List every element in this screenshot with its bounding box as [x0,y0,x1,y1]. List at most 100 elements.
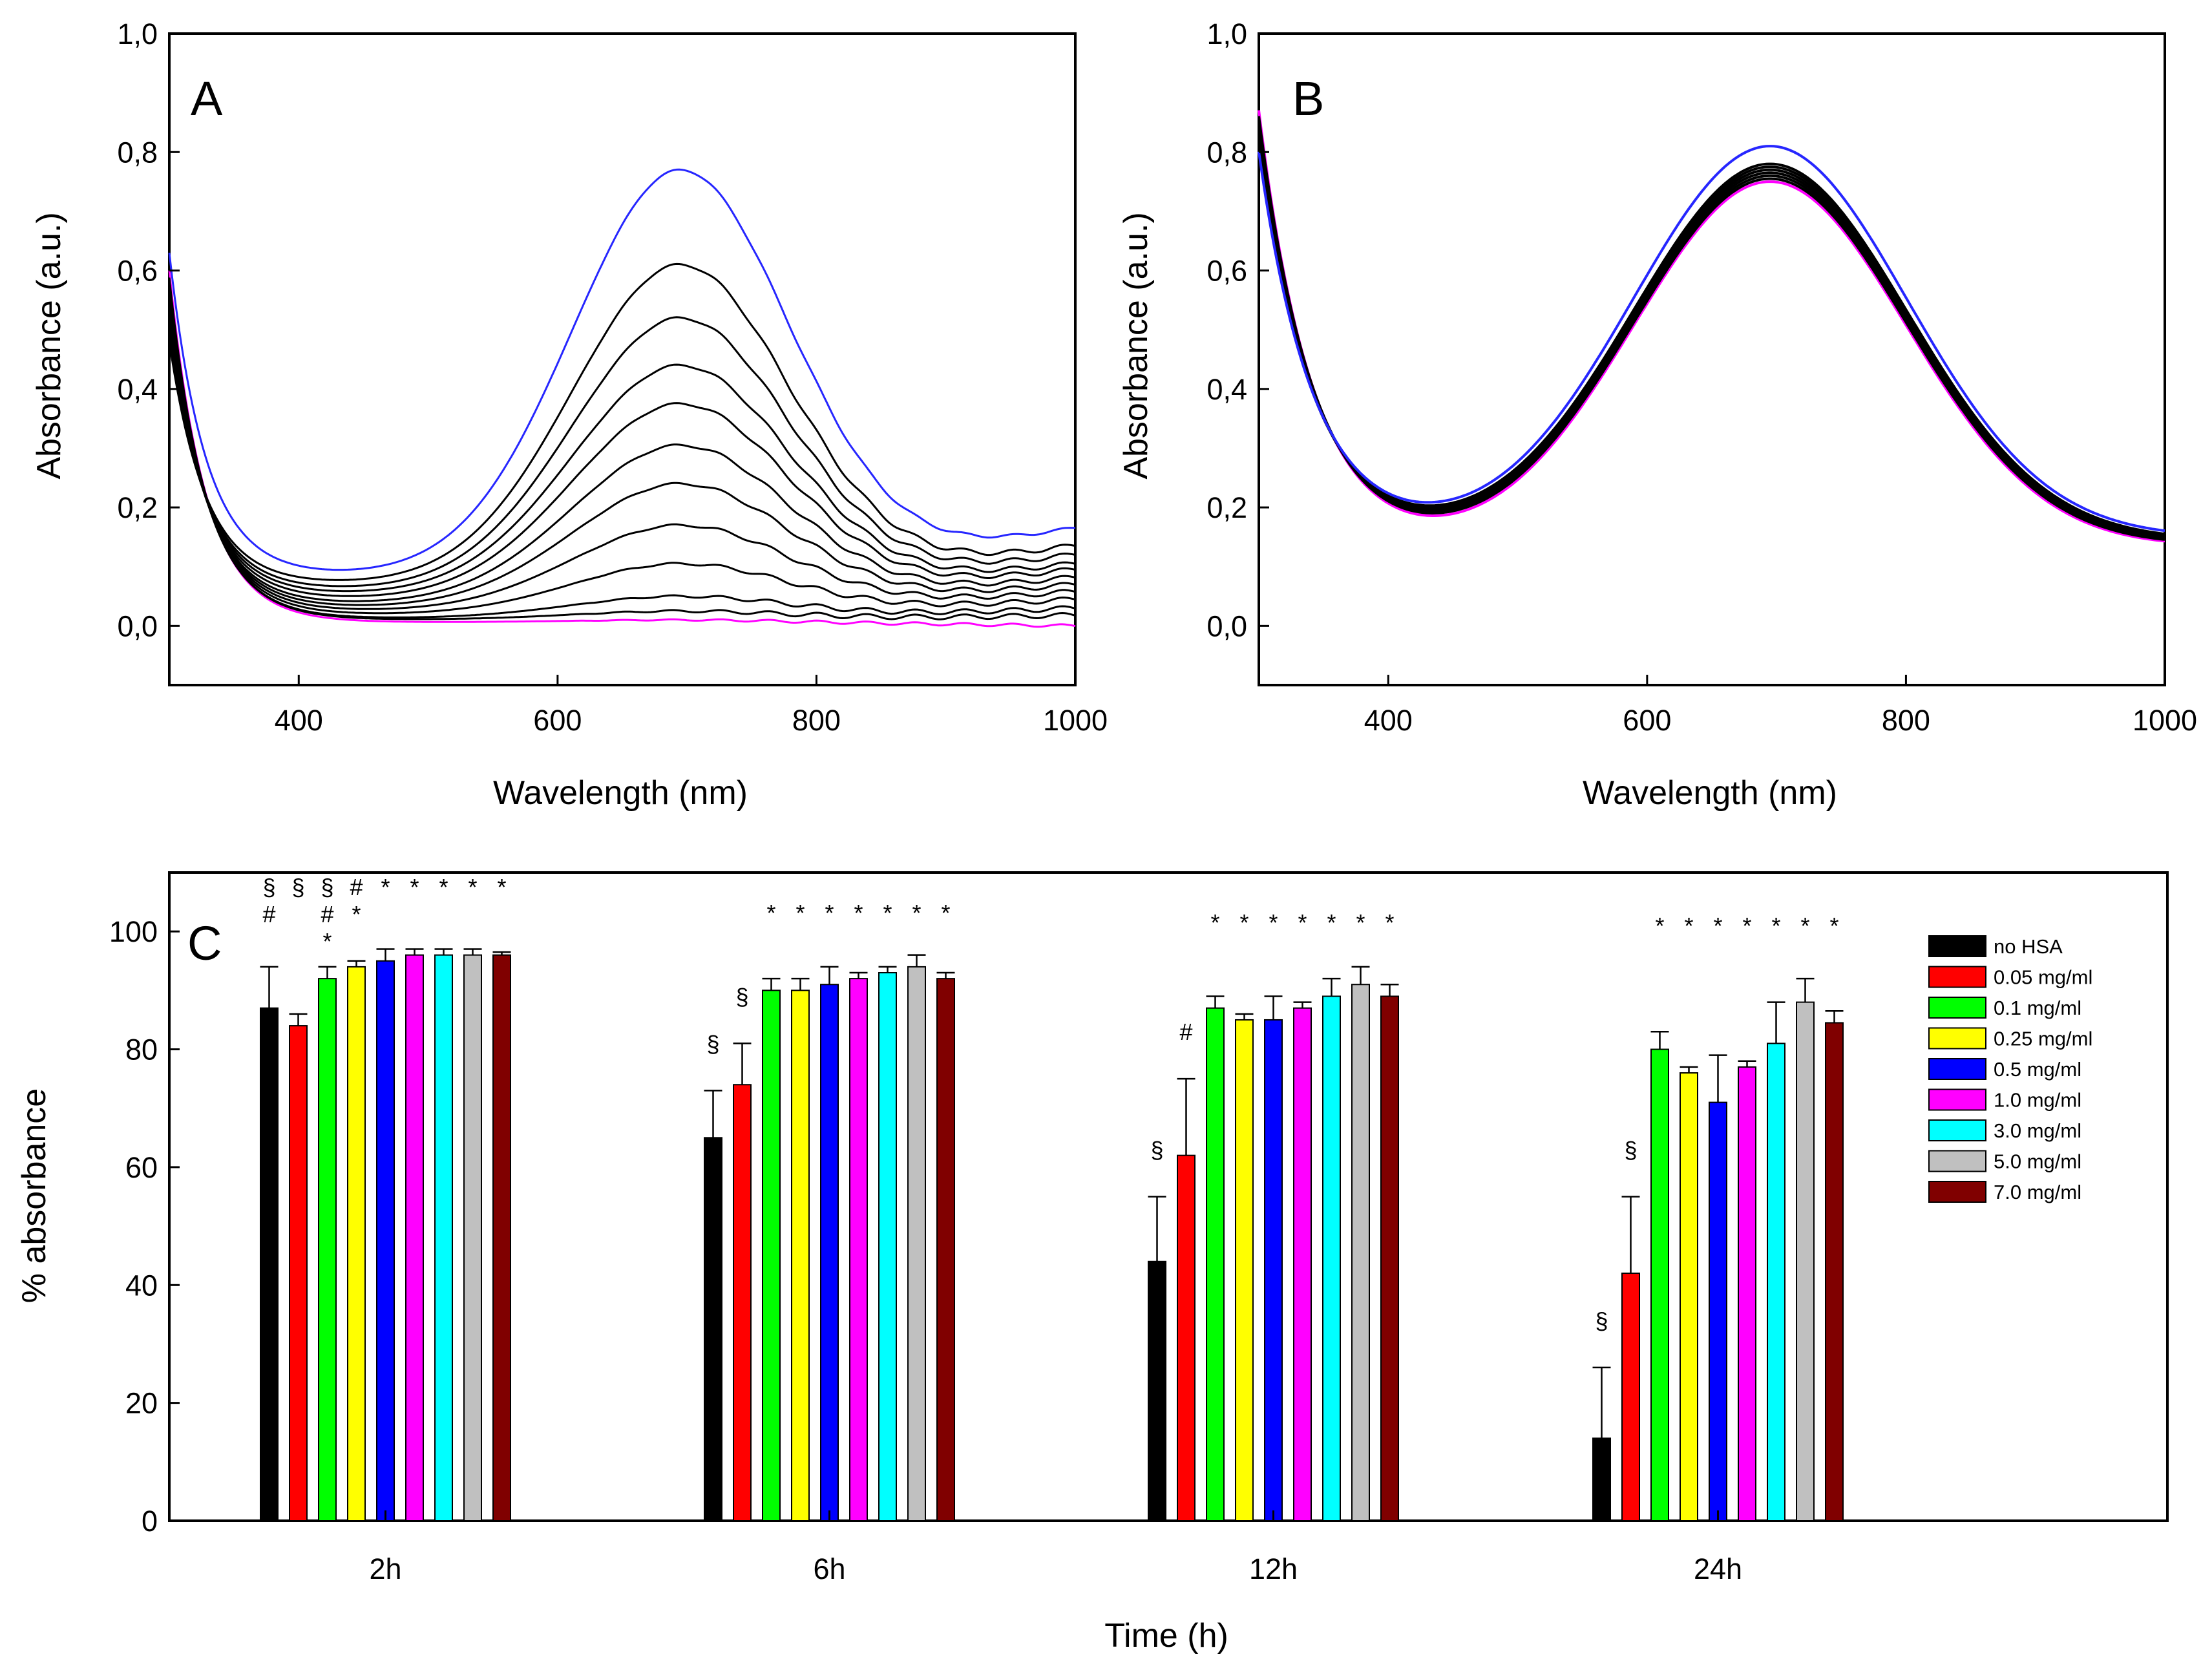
panel-c-y-tick-label: 80 [125,1033,158,1066]
panel-a-y-ticks: 0,0 0,2 0,4 0,6 0,8 1,0 [117,17,180,642]
panel-a-y-tick-label: 0,4 [117,373,158,406]
panel-c-x-tick-label: 12h [1249,1552,1298,1585]
bar-6h-0 [704,1137,722,1522]
significance-marker: § # * [321,874,333,955]
panel-a-curve-t9 [168,284,1076,619]
panel-c-bars: § #§ § # *# ** * * * *§§* * * * * * *§#* * * * * * *§§* * * * * * * [260,874,1844,1522]
bar-12h-2 [1206,1007,1225,1521]
panel-c-x-axis-title: Time (h) [1104,1617,1228,1655]
panel-a-y-tick-label: 1,0 [117,17,158,50]
significance-marker: § [291,874,304,900]
significance-marker: * [795,900,805,926]
panel-a-x-tick-label: 600 [533,704,582,737]
significance-marker: * [1327,909,1336,936]
bar-12h-5 [1293,1007,1312,1521]
significance-marker: * [468,874,477,900]
panel-a-x-tick-label: 400 [275,704,323,737]
bar-12h-3 [1235,1019,1254,1522]
panel-a-curve-t4 [168,320,1076,597]
significance-marker: § [1624,1137,1637,1163]
significance-marker: * [410,874,419,900]
panel-a-curve-initial [168,168,1075,571]
panel-c-y-tick-label: 60 [125,1151,158,1184]
panel-a-curve-t8 [168,291,1076,615]
bar-24h-7 [1796,1001,1815,1521]
significance-marker: * [1298,909,1307,936]
bar-2h-1 [289,1025,308,1521]
bar-24h-8 [1825,1022,1844,1522]
panel-a-curve-t2 [168,316,1076,587]
bar-6h-4 [820,984,839,1521]
panel-c-y-tick-label: 20 [125,1387,158,1420]
significance-marker: * [1210,909,1219,936]
bar-6h-8 [936,978,955,1522]
significance-marker: * [912,900,921,926]
bar-12h-0 [1148,1260,1166,1522]
legend-label: 0.25 mg/ml [1994,1028,2092,1050]
panel-c-x-tick-label: 2h [369,1552,401,1585]
panel-c-letter: C [187,916,222,970]
panel-a-x-tick-label: 800 [792,704,841,737]
significance-marker: # * [350,874,363,927]
panel-a-curve-final [168,270,1076,628]
panel-a-x-tick-label: 1000 [1043,704,1108,737]
bar-24h-2 [1650,1048,1669,1521]
legend-swatch [1928,1088,1986,1111]
panel-a-y-axis-title: Absorbance (a.u.) [30,212,68,479]
panel-c-legend: no HSA 0.05 mg/ml 0.1 mg/ml 0.25 mg/ml 0.5 m… [1918,924,2092,1222]
significance-marker: * [439,874,448,900]
legend-label: 0.1 mg/ml [1994,997,2081,1019]
significance-marker: § [1150,1137,1163,1163]
bar-6h-1 [733,1084,752,1521]
significance-marker: * [1655,913,1664,939]
panel-c-y-ticks: 0 20 40 60 80 100 [109,915,180,1538]
bar-2h-7 [463,954,482,1521]
legend-label: 7.0 mg/ml [1994,1181,2081,1203]
panel-c-x-tick-label: 24h [1694,1552,1742,1585]
significance-marker: * [1771,913,1780,939]
legend-label: 0.5 mg/ml [1994,1058,2081,1081]
bar-2h-5 [405,954,424,1521]
legend-label: 3.0 mg/ml [1994,1119,2081,1142]
significance-marker: * [766,900,775,926]
panel-b-curve-t4 [1258,127,2165,539]
panel-a-y-tick-label: 0,0 [117,609,158,642]
legend-swatch [1928,997,1986,1019]
bar-6h-6 [878,972,897,1521]
significance-marker: * [1800,913,1809,939]
significance-marker: * [825,900,834,926]
panel-b-y-tick-label: 0,2 [1206,491,1247,524]
bar-12h-6 [1322,995,1341,1521]
significance-marker: § [1595,1307,1608,1334]
panel-b-curve-t1 [1258,145,2165,536]
panel-b-y-axis-title: Absorbance (a.u.) [1117,212,1155,479]
bar-12h-8 [1380,995,1399,1521]
panel-b-x-ticks: 400 600 800 1000 [1364,675,2197,737]
legend-swatch [1928,966,1986,988]
bar-24h-1 [1621,1273,1640,1521]
significance-marker: * [941,900,950,926]
significance-marker: * [883,900,892,926]
panel-a-curve-t7 [168,299,1076,610]
significance-marker: * [1239,909,1248,936]
panel-b-letter: B [1292,72,1324,125]
panel-b-y-tick-label: 0,8 [1206,136,1247,169]
bar-24h-3 [1680,1072,1698,1521]
legend-label: 1.0 mg/ml [1994,1089,2081,1112]
significance-marker: * [381,874,390,900]
bar-6h-3 [791,989,810,1521]
panel-c-y-tick-label: 40 [125,1269,158,1302]
panel-a-curve-t10 [168,277,1076,620]
panel-b-x-tick-label: 1000 [2133,704,2197,737]
panel-c-y-axis-title: % absorbance [16,1088,53,1303]
bar-12h-1 [1177,1154,1196,1521]
bar-6h-2 [762,989,781,1521]
bar-2h-4 [376,960,395,1521]
panel-b-x-axis-title: Wavelength (nm) [1583,774,1837,812]
significance-marker: * [1713,913,1722,939]
panel-c-x-ticks: 2h 6h 12h 24h [369,1510,1742,1585]
significance-marker: * [1385,909,1394,936]
panel-a-y-tick-label: 0,2 [117,491,158,524]
significance-marker: * [854,900,863,926]
